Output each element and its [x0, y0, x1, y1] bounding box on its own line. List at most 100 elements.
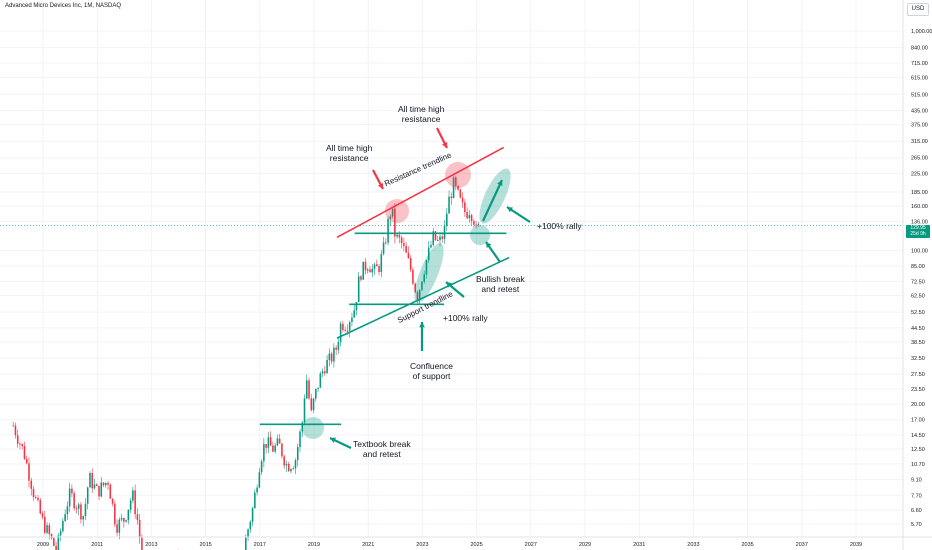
candle-body	[129, 500, 132, 510]
confluence-annotation: Confluence of support	[410, 361, 454, 381]
y-tick-label: 9.10	[911, 477, 922, 483]
y-tick-label: 160.00	[911, 204, 928, 210]
candle-body	[57, 535, 60, 550]
x-tick-label: 2027	[525, 542, 537, 548]
candle-body	[287, 464, 290, 472]
candle-body	[434, 231, 437, 241]
candle-body	[477, 224, 480, 226]
x-tick-label: 2033	[687, 542, 699, 548]
x-tick-label: 2037	[796, 542, 808, 548]
candle-body	[136, 514, 139, 521]
ath-arrow-1-head	[378, 183, 384, 189]
mid-rally-arrow	[445, 281, 465, 298]
ath-annotation-1: All time high resistance	[326, 143, 373, 163]
y-tick-label: 44.50	[911, 326, 925, 332]
candle-body	[283, 456, 285, 466]
candle-body	[407, 252, 410, 259]
candle-body	[132, 490, 134, 501]
candle-body	[466, 212, 468, 219]
candle-body	[276, 438, 279, 446]
candle-body	[450, 196, 453, 199]
candle-body	[296, 447, 299, 461]
candle-body	[461, 197, 464, 203]
candle-body	[459, 189, 462, 198]
candle-body	[468, 215, 471, 219]
x-tick-label: 2021	[362, 542, 374, 548]
grid	[0, 0, 903, 537]
candle-body	[396, 234, 398, 237]
rally-highlight-mid	[414, 243, 444, 303]
candle-body	[68, 488, 71, 507]
candle-body	[75, 508, 78, 510]
y-tick-label: 17.00	[911, 418, 925, 424]
last-price-badge: 129.95 25d 9h	[906, 225, 930, 238]
candle-body	[19, 443, 21, 445]
candle-body	[405, 246, 407, 253]
candle-body	[380, 253, 383, 273]
candle-body	[351, 317, 353, 323]
candle-body	[326, 359, 328, 374]
candle-body	[319, 373, 322, 388]
candle-body	[265, 444, 267, 448]
candle-body	[82, 516, 84, 520]
candle-body	[120, 518, 123, 520]
y-tick-label: 72.50	[911, 279, 925, 285]
candle-body	[98, 485, 100, 497]
candle-body	[344, 329, 346, 331]
candle-body	[245, 537, 247, 550]
mid-rally-arrow-head	[446, 282, 452, 288]
candle-body	[294, 460, 297, 469]
candle-body	[346, 330, 349, 332]
textbook-annotation: Textbook break and retest	[353, 439, 411, 459]
candle-body	[470, 215, 473, 222]
candle-body	[387, 218, 389, 243]
candle-body	[111, 498, 114, 504]
candle-body	[378, 266, 380, 273]
ath-arrow-2	[436, 127, 448, 149]
candle-body	[357, 276, 360, 302]
candle-body	[34, 497, 37, 498]
candle-body	[104, 482, 107, 486]
candle-body	[134, 490, 136, 515]
y-tick-label: 136.00	[911, 219, 928, 225]
candle-body	[46, 525, 48, 533]
bar-countdown: 25d 9h	[910, 231, 926, 237]
candle-body	[281, 443, 283, 457]
y-tick-label: 315.00	[911, 139, 928, 145]
candle-body	[364, 261, 367, 271]
candle-body	[25, 458, 28, 464]
candle-body	[116, 524, 118, 533]
candle-body	[95, 484, 98, 486]
textbook-arrow	[329, 437, 352, 449]
candle-body	[337, 341, 340, 350]
candle-body	[305, 380, 308, 399]
candle-body	[256, 487, 258, 493]
rally-arrow-up	[482, 179, 503, 222]
candle-body	[432, 231, 435, 245]
candle-body	[254, 492, 256, 509]
rally-arrow-up-head	[497, 180, 503, 186]
y-tick-label: 52.50	[911, 310, 925, 316]
ath-highlight-2	[445, 162, 471, 188]
ath-arrow-1	[372, 169, 384, 190]
candle-body	[464, 202, 466, 213]
candle-body	[73, 493, 75, 509]
candle-body	[21, 444, 24, 447]
candle-body	[272, 445, 274, 452]
candle-body	[141, 537, 143, 550]
y-tick-label: 10.70	[911, 462, 925, 468]
candle-body	[66, 506, 69, 515]
candle-body	[439, 236, 441, 241]
candle-body	[412, 269, 414, 284]
candle-body	[53, 538, 55, 546]
candle-body	[436, 240, 439, 241]
candle-body	[355, 301, 358, 311]
currency-button[interactable]: USD	[907, 3, 929, 16]
candle-body	[315, 388, 317, 399]
x-tick-label: 2009	[37, 542, 49, 548]
candle-body	[475, 224, 477, 226]
candle-body	[263, 444, 265, 462]
textbook-arrow-head	[330, 437, 336, 443]
candle-body	[360, 276, 362, 280]
